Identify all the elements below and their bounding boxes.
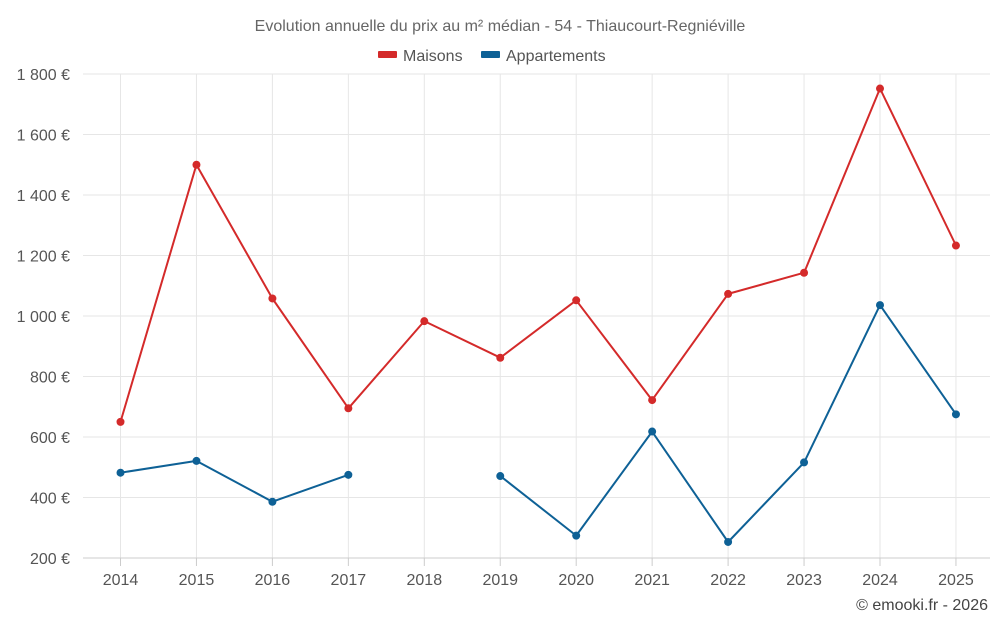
series-appartements bbox=[116, 301, 960, 546]
series-maisons bbox=[116, 84, 960, 426]
axes: 200 € 400 € 600 € 800 € 1 000 € 1 200 € 1 400 … bbox=[17, 67, 990, 589]
point-appartements-2014[interactable] bbox=[116, 468, 125, 477]
x-tick-label-2022: 2022 bbox=[710, 572, 746, 589]
chart-title: Evolution annuelle du prix au m² médian … bbox=[255, 18, 746, 35]
y-tick-label-800: 800 € bbox=[30, 370, 70, 387]
point-maisons-2020[interactable] bbox=[572, 296, 581, 305]
point-maisons-2024[interactable] bbox=[876, 84, 884, 93]
legend-item-maisons[interactable]: Maisons bbox=[378, 48, 463, 65]
legend-swatch-maisons bbox=[378, 51, 397, 58]
series bbox=[116, 84, 960, 546]
point-appartements-2019[interactable] bbox=[496, 472, 505, 481]
y-tick-label-200: 200 € bbox=[30, 551, 70, 568]
y-tick-label-1000: 1 000 € bbox=[17, 309, 70, 326]
y-tick-label-1600: 1 600 € bbox=[17, 128, 70, 145]
point-appartements-2022[interactable] bbox=[724, 537, 733, 546]
point-maisons-2025[interactable] bbox=[951, 241, 960, 250]
legend-label-appartements: Appartements bbox=[506, 48, 606, 65]
point-maisons-2015[interactable] bbox=[192, 160, 201, 169]
point-maisons-2021[interactable] bbox=[648, 396, 657, 405]
credit-text: © emooki.fr - 2026 bbox=[856, 597, 988, 614]
x-tick-label-2025: 2025 bbox=[938, 572, 974, 589]
legend-label-maisons: Maisons bbox=[403, 48, 463, 65]
point-maisons-2014[interactable] bbox=[116, 417, 125, 426]
y-tick-label-1400: 1 400 € bbox=[17, 188, 70, 205]
point-maisons-2019[interactable] bbox=[496, 353, 505, 362]
point-appartements-2025[interactable] bbox=[951, 410, 960, 419]
x-tick-label-2023: 2023 bbox=[786, 572, 822, 589]
point-maisons-2023[interactable] bbox=[800, 268, 809, 277]
x-tick-label-2019: 2019 bbox=[482, 572, 518, 589]
y-tick-label-1800: 1 800 € bbox=[17, 67, 70, 84]
point-maisons-2018[interactable] bbox=[420, 317, 429, 326]
point-appartements-2023[interactable] bbox=[800, 458, 809, 467]
legend-swatch-appartements bbox=[481, 51, 500, 58]
point-appartements-2020[interactable] bbox=[572, 531, 581, 540]
point-maisons-2017[interactable] bbox=[344, 404, 353, 413]
x-tick-label-2015: 2015 bbox=[179, 572, 215, 589]
legend: Maisons Appartements bbox=[378, 48, 606, 65]
y-tick-label-1200: 1 200 € bbox=[17, 249, 70, 266]
x-tick-label-2020: 2020 bbox=[558, 572, 594, 589]
point-appartements-2016[interactable] bbox=[268, 497, 277, 506]
y-tick-label-400: 400 € bbox=[30, 491, 70, 508]
point-maisons-2022[interactable] bbox=[724, 289, 733, 298]
y-tick-label-600: 600 € bbox=[30, 430, 70, 447]
x-tick-label-2018: 2018 bbox=[407, 572, 443, 589]
legend-item-appartements[interactable]: Appartements bbox=[481, 48, 606, 65]
x-tick-label-2021: 2021 bbox=[634, 572, 670, 589]
point-appartements-2021[interactable] bbox=[648, 427, 657, 436]
series-line-maisons-1 bbox=[119, 87, 957, 423]
x-tick-label-2014: 2014 bbox=[103, 572, 139, 589]
x-tick-label-2024: 2024 bbox=[862, 572, 898, 589]
series-line-appartements-1 bbox=[119, 459, 350, 503]
point-appartements-2015[interactable] bbox=[192, 456, 201, 465]
x-tick-label-2016: 2016 bbox=[255, 572, 291, 589]
point-maisons-2016[interactable] bbox=[268, 294, 277, 303]
grid bbox=[83, 73, 990, 558]
x-tick-label-2017: 2017 bbox=[331, 572, 367, 589]
point-appartements-2017[interactable] bbox=[344, 470, 353, 479]
point-appartements-2024[interactable] bbox=[876, 301, 884, 310]
